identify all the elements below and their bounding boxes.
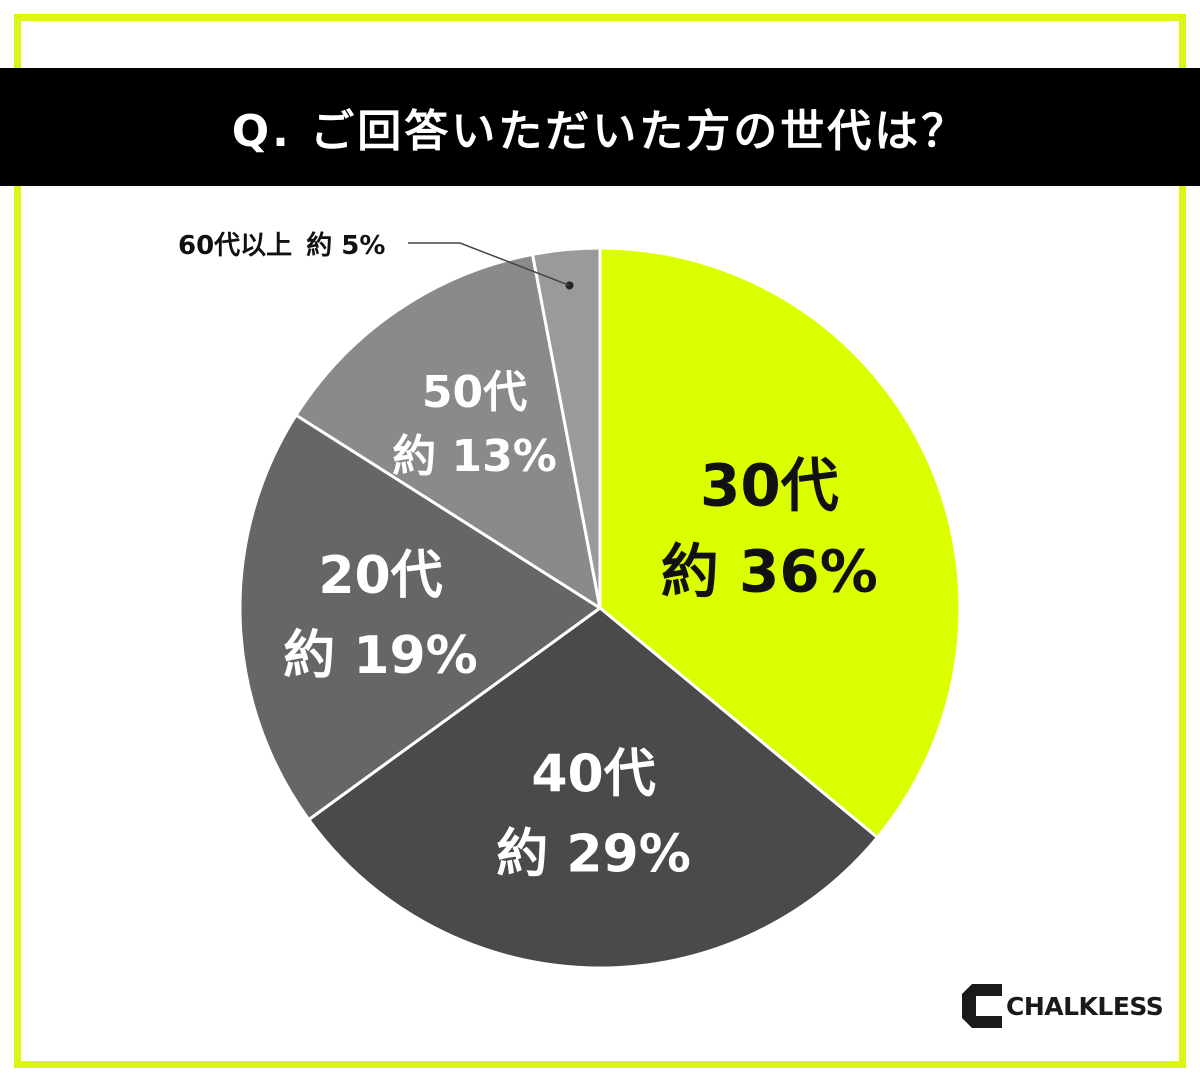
slice-name-label: 30代 bbox=[700, 452, 839, 520]
slice-percent-label: 約 29% bbox=[496, 824, 691, 884]
title-bar: Q. ご回答いただいた方の世代は？ bbox=[0, 68, 1200, 186]
chart-frame bbox=[14, 14, 1186, 1068]
slice-percent-label: 約 13% bbox=[392, 431, 557, 482]
slice-name-label: 20代 bbox=[318, 546, 442, 606]
pie-slice-2 bbox=[307, 606, 879, 970]
slice-name-label: 50代 bbox=[422, 367, 527, 418]
callout-line bbox=[408, 242, 570, 287]
slice-name-label: 40代 bbox=[531, 744, 655, 804]
pie-slice-3 bbox=[238, 413, 602, 822]
pie-slice-1 bbox=[598, 246, 962, 839]
brand-logo: CHALKLESS bbox=[962, 984, 1164, 1028]
chalkless-logo-icon bbox=[962, 984, 1002, 1028]
slice-percent-label: 約 36% bbox=[661, 538, 878, 606]
callout-label: 60代以上約 5% bbox=[178, 230, 385, 261]
pie-slice-5 bbox=[531, 246, 602, 610]
slice-percent-label: 約 19% bbox=[283, 626, 478, 686]
brand-name: CHALKLESS bbox=[1006, 991, 1164, 1021]
chart-title: Q. ご回答いただいた方の世代は？ bbox=[231, 106, 969, 157]
